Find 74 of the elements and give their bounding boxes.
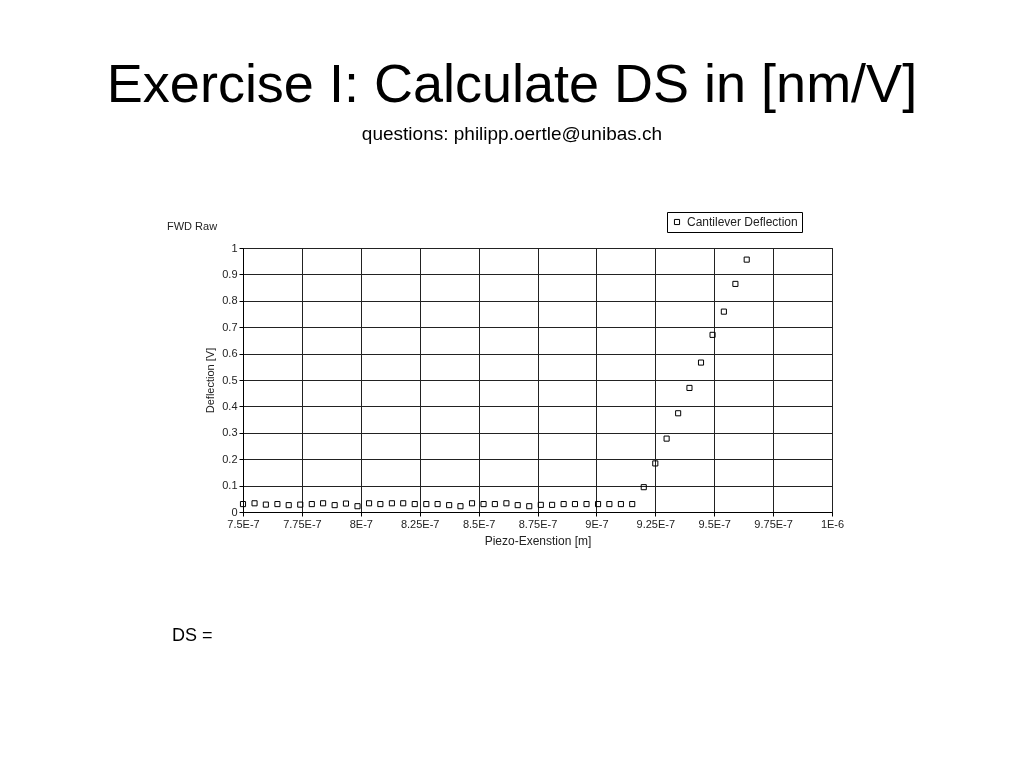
point — [549, 501, 556, 508]
point — [537, 501, 544, 508]
point — [503, 500, 510, 507]
point — [617, 501, 624, 508]
point — [446, 502, 453, 509]
point — [274, 501, 281, 508]
x-tick-label: 8E-7 — [349, 517, 373, 530]
point — [423, 501, 430, 508]
legend-label: Cantilever Deflection — [687, 215, 798, 229]
point — [720, 308, 727, 315]
point — [526, 503, 533, 510]
point — [595, 501, 602, 508]
point — [571, 501, 579, 508]
point — [686, 384, 693, 391]
x-tick-label: 1E-6 — [820, 517, 845, 530]
point — [262, 501, 269, 508]
point — [308, 501, 315, 508]
y-axis-title: Deflection [V] — [204, 347, 217, 414]
point — [434, 501, 441, 508]
point — [468, 500, 476, 507]
point — [640, 484, 647, 491]
point — [652, 460, 659, 467]
y-tick-label: 0.8 — [222, 294, 238, 307]
point — [342, 500, 350, 507]
point — [743, 256, 750, 263]
point — [251, 500, 258, 507]
point — [583, 501, 590, 508]
x-tick-label: 9.25E-7 — [636, 517, 676, 530]
point — [239, 501, 247, 508]
point — [663, 435, 670, 442]
x-tick-label: 8.75E-7 — [518, 517, 558, 530]
point — [606, 501, 613, 508]
x-tick-label: 8.5E-7 — [462, 517, 496, 530]
y-tick-label: 0.2 — [222, 452, 238, 465]
point — [297, 501, 304, 508]
point — [514, 502, 521, 509]
text: FWD Raw — [167, 220, 218, 232]
point — [377, 501, 384, 508]
chart-title: Exercise I: Calculate DS in [nm/V] — [105, 53, 919, 113]
point — [411, 501, 418, 508]
y-tick-label: 1 — [231, 241, 238, 254]
point — [491, 501, 498, 508]
point — [697, 359, 705, 366]
point — [285, 502, 292, 509]
y-tick-label: 0.7 — [222, 320, 238, 333]
x-tick-label: 9.75E-7 — [754, 517, 793, 530]
x-axis-title: Piezo-Exenstion [m] — [484, 533, 592, 548]
point — [629, 501, 636, 508]
point — [709, 331, 716, 338]
x-tick-label: 7.5E-7 — [227, 517, 260, 530]
point — [675, 410, 682, 417]
y-tick-label: 0.5 — [222, 373, 238, 386]
x-tick-label: 9E-7 — [585, 517, 609, 530]
point — [457, 503, 464, 510]
point — [320, 500, 327, 507]
point — [560, 501, 567, 508]
point — [388, 500, 395, 507]
y-tick-label: 0.4 — [222, 399, 238, 412]
x-tick-label: 8.25E-7 — [400, 517, 440, 530]
point — [331, 502, 338, 509]
y-tick-label: 0 — [231, 505, 238, 518]
y-tick-label: 0.1 — [222, 479, 238, 492]
x-tick-label: 9.5E-7 — [698, 517, 731, 530]
y-tick-label: 0.3 — [222, 426, 238, 439]
point — [480, 501, 487, 508]
point — [732, 280, 739, 287]
point — [354, 503, 361, 510]
x-tick-label: 7.75E-7 — [283, 517, 322, 530]
chart-subtitle: questions: philipp.oertle@unibas.ch — [360, 123, 664, 144]
y-tick-label: 0.6 — [222, 347, 238, 360]
text: DS = — [172, 625, 213, 645]
point — [366, 500, 373, 507]
y-tick-label: 0.9 — [222, 267, 238, 280]
point — [400, 500, 407, 507]
